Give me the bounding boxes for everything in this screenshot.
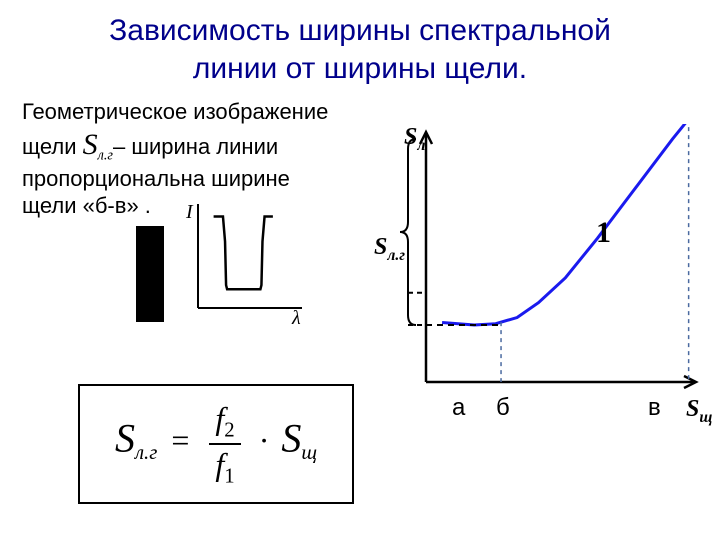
title-line-2: линии от ширины щели. [0, 50, 720, 88]
main-curve [442, 124, 689, 325]
desc-line-2: щели Sл.г– ширина линии [22, 126, 328, 165]
y-label-top: Sл [404, 124, 425, 155]
main-chart [372, 124, 712, 424]
xtick-a: а [452, 394, 465, 422]
xtick-v: в [648, 394, 661, 422]
slit-icon [136, 226, 164, 322]
x-label-right: Sщ [686, 396, 712, 427]
title-line-1: Зависимость ширины спектральной [0, 12, 720, 50]
fraction: f2 f1 [209, 399, 240, 490]
brace-icon [400, 139, 416, 325]
x-tick-dashes [501, 124, 689, 382]
intensity-ylabel: I [185, 201, 194, 223]
xtick-b: б [496, 394, 510, 422]
intensity-plot: I λ [180, 196, 310, 326]
intensity-curve [214, 216, 273, 289]
page-title: Зависимость ширины спектральной линии от… [0, 0, 720, 87]
y-tick-dashes [408, 293, 501, 325]
y-label-mid: Sл.г [374, 234, 405, 265]
curve-label: 1 [596, 216, 611, 250]
formula-box: Sл.г = f2 f1 · Sщ [78, 384, 354, 504]
desc-line-3: пропорциональна ширине [22, 165, 328, 193]
intensity-xlabel: λ [291, 307, 301, 326]
desc-line-1: Геометрическое изображение [22, 98, 328, 126]
